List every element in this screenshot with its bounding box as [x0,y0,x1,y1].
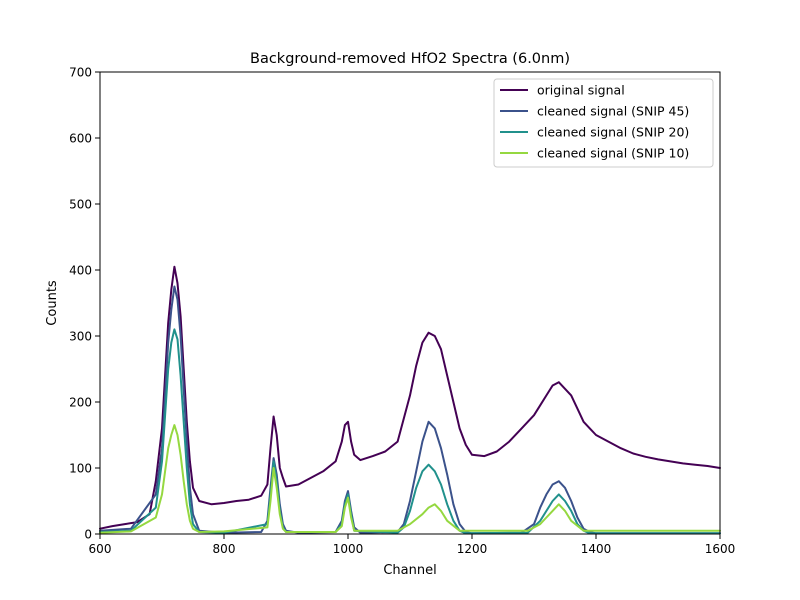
chart-title: Background-removed HfO2 Spectra (6.0nm) [250,51,570,67]
y-tick-label: 200 [69,396,92,410]
y-axis-label: Counts [45,280,60,326]
x-tick-label: 800 [213,542,236,556]
x-tick-label: 1200 [457,542,488,556]
y-tick-label: 0 [84,528,92,542]
axes-frame [99,71,721,535]
legend-label: original signal [537,83,625,98]
legend-label: cleaned signal (SNIP 10) [537,146,689,161]
series-layer [99,265,721,535]
x-tick-label: 1000 [333,542,364,556]
legend: original signal cleaned signal (SNIP 45) c… [493,78,714,168]
legend-frame [493,78,714,168]
y-tick-label: 400 [69,264,92,278]
x-axis: 600 800 1000 1200 1400 1600 [89,534,736,556]
y-tick-label: 100 [69,462,92,476]
y-tick-label: 700 [69,66,92,80]
legend-entries: original signal cleaned signal (SNIP 45) c… [500,83,689,161]
series-line-3 [99,424,721,534]
x-tick-label: 1600 [705,542,736,556]
legend-label: cleaned signal (SNIP 20) [537,125,689,140]
y-tick-label: 300 [69,330,92,344]
series-line-0 [99,265,721,530]
y-tick-label: 600 [69,132,92,146]
x-tick-label: 1400 [581,542,612,556]
y-tick-label: 500 [69,198,92,212]
y-axis: 0 100 200 300 400 500 600 700 [69,66,100,542]
x-tick-label: 600 [89,542,112,556]
legend-label: cleaned signal (SNIP 45) [537,104,689,119]
x-axis-label: Channel [383,563,436,578]
